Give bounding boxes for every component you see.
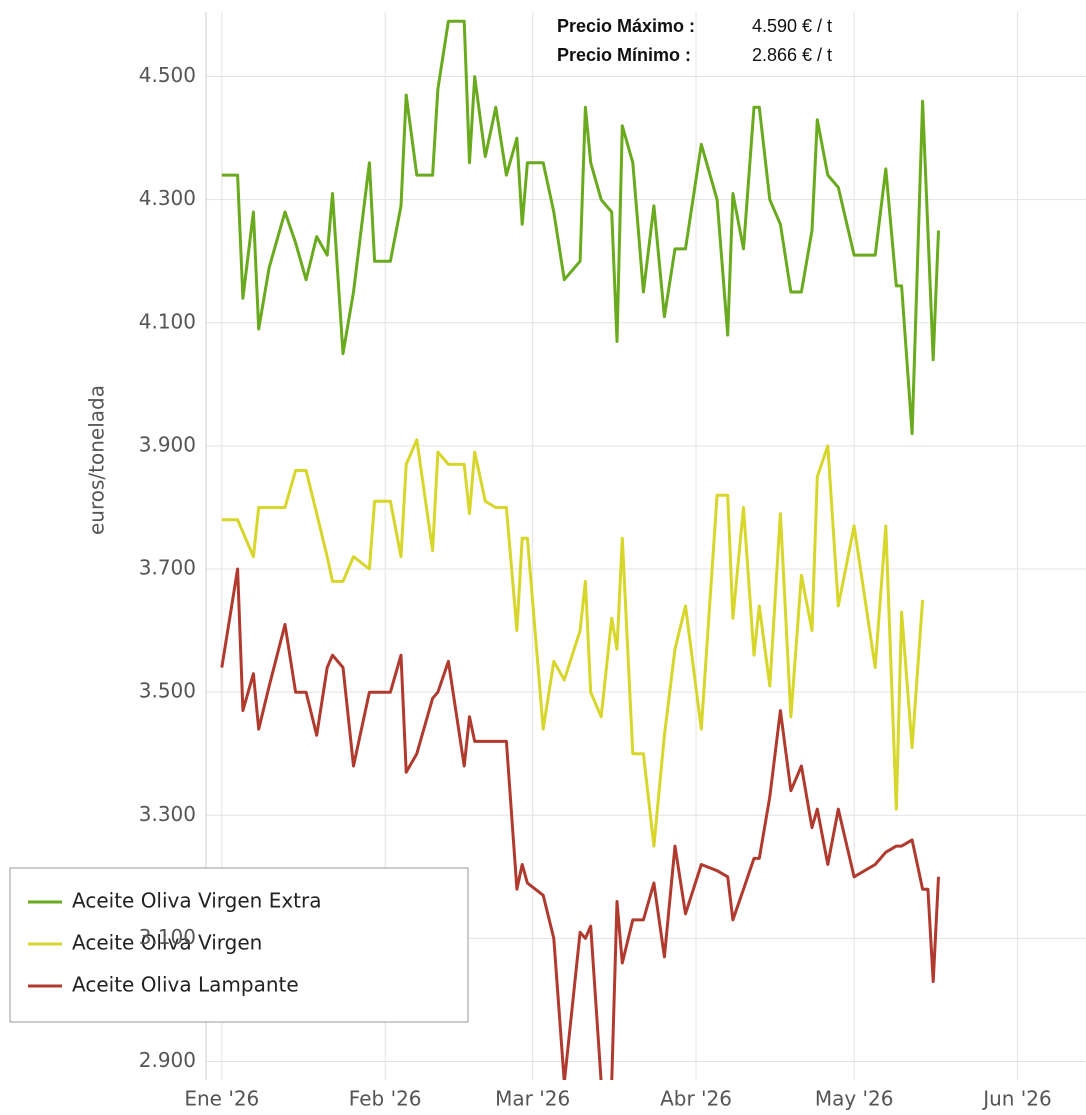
x-tick-label: May '26 [815,1087,894,1111]
x-tick-label: Jun '26 [981,1087,1052,1111]
y-tick-label: 3.500 [139,679,196,703]
y-tick-label: 3.100 [139,925,196,949]
annotation-value: 4.590 € / t [752,16,832,36]
annotation-label: Precio Mínimo : [557,45,691,65]
legend-label: Aceite Oliva Lampante [72,973,299,997]
y-tick-label: 3.300 [139,802,196,826]
plot-area [220,19,940,1080]
series-line [220,567,940,1080]
x-tick-label: Mar '26 [495,1087,570,1111]
y-tick-label: 2.900 [139,1048,196,1072]
series-line [221,438,925,848]
series-line [221,19,940,436]
y-tick-label: 4.300 [139,186,196,210]
x-tick-label: Feb '26 [349,1087,422,1111]
grid [206,12,1086,1080]
annotation-value: 2.866 € / t [752,45,832,65]
annotation-label: Precio Máximo : [557,16,695,36]
x-tick-label: Abr '26 [660,1087,732,1111]
legend: Aceite Oliva Virgen Extra Aceite Oliva Vi… [9,867,469,1023]
y-axis-label: euros/tonelada [85,385,109,535]
legend-label: Aceite Oliva Virgen [72,931,262,955]
legend-box [9,867,469,1023]
legend-label: Aceite Oliva Virgen Extra [72,889,322,913]
x-tick-label: Ene '26 [184,1087,259,1111]
y-tick-label: 3.900 [139,432,196,456]
y-tick-label: 4.500 [139,63,196,87]
y-tick-label: 3.700 [139,556,196,580]
y-tick-label: 4.100 [139,309,196,333]
